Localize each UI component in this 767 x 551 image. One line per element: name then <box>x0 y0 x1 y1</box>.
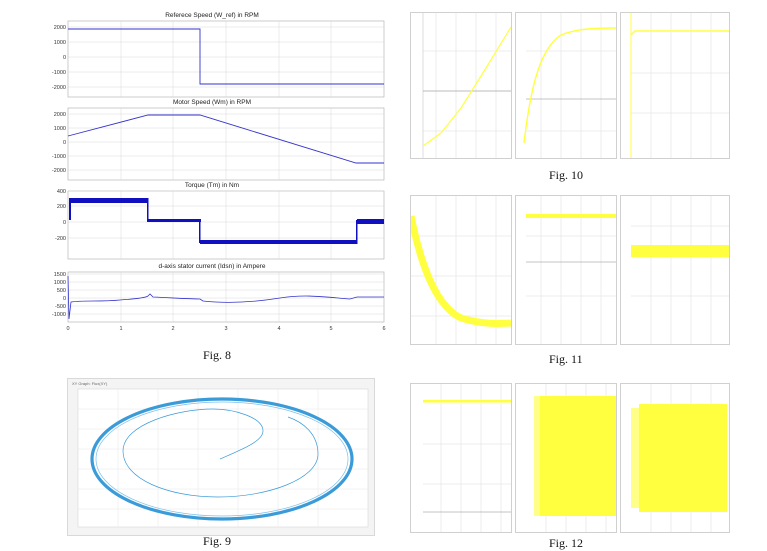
fig11-plot-2 <box>526 196 616 344</box>
panel2-grid <box>68 108 384 180</box>
fig11-caption: Fig. 11 <box>549 352 583 366</box>
panel2-ytick: -2000 <box>52 168 66 174</box>
panel3-ytick: 400 <box>57 189 66 195</box>
panel1-ytick: -2000 <box>52 85 66 91</box>
panel2-title: Motor Speed (Wm) in RPM <box>173 99 251 106</box>
fig10-caption: Fig. 10 <box>549 168 584 182</box>
fig12-caption: Fig. 12 <box>549 536 584 550</box>
x-tick: 1 <box>119 326 122 332</box>
fig9-header: XY Graph: Flux(XY) <box>72 381 108 386</box>
panel1-title: Referece Speed (W_ref) in RPM <box>165 12 259 19</box>
panel1-ytick: 1000 <box>54 40 66 46</box>
panel3-ytick: 200 <box>57 204 66 210</box>
fig11-scope-1 <box>410 195 512 345</box>
panel2-ytick: -1000 <box>52 154 66 160</box>
fig11-scope-3 <box>620 195 730 345</box>
x-tick: 2 <box>171 326 174 332</box>
panel1-grid <box>68 21 384 97</box>
fig10-scope-3 <box>620 12 730 159</box>
fig8-caption: Fig. 8 <box>203 348 232 362</box>
fig11-plot-1 <box>411 196 511 344</box>
x-tick: 5 <box>329 326 332 332</box>
panel4-ytick: -1000 <box>52 312 66 318</box>
panel2-trace <box>67 114 384 164</box>
x-tick: 3 <box>224 326 227 332</box>
x-tick: 0 <box>66 326 69 332</box>
fig9-caption: Fig. 9 <box>203 534 232 548</box>
panel4-trace <box>67 275 384 320</box>
panel3-ytick: 0 <box>63 220 66 226</box>
panel2-ytick: 0 <box>63 140 66 146</box>
x-tick: 6 <box>382 326 385 332</box>
panel4-grid <box>68 272 384 322</box>
panel2-ytick: 1000 <box>54 126 66 132</box>
panel3-trace <box>69 198 384 244</box>
panel3-grid <box>68 190 384 259</box>
fig12-scope-1 <box>410 383 512 533</box>
panel3-ytick: -200 <box>55 236 66 242</box>
fig8-plot: Referece Speed (W_ref) in RPM 2000 1000 … <box>52 12 386 332</box>
fig9-xy-graph: XY Graph: Flux(XY) <box>67 378 375 536</box>
panel1-ytick: 0 <box>63 55 66 61</box>
panel1-trace <box>68 28 384 85</box>
panel2-ytick: 2000 <box>54 112 66 118</box>
panel4-ytick: 500 <box>57 288 66 294</box>
panel4-title: d-axis stator current (Idsn) in Ampere <box>159 263 266 270</box>
fig10-scope-2 <box>515 12 617 159</box>
fig12-plot-3 <box>631 384 727 532</box>
panel4-ytick: -500 <box>55 304 66 310</box>
panel3-title: Torque (Tm) in Nm <box>185 182 239 189</box>
fig12-scope-2 <box>515 383 617 533</box>
fig10-scope-1 <box>410 12 512 159</box>
x-tick: 4 <box>277 326 280 332</box>
fig9-plot <box>77 388 369 528</box>
fig12-plot-1 <box>423 384 511 532</box>
fig12-scope-3 <box>620 383 730 533</box>
fig8-scope-stack: Referece Speed (W_ref) in RPM 2000 1000 … <box>40 6 390 334</box>
panel1-ytick: -1000 <box>52 70 66 76</box>
panel4-ytick: 1000 <box>54 280 66 286</box>
fig10-plot-1 <box>422 13 511 158</box>
panel4-ytick: 1500 <box>54 272 66 278</box>
fig11-scope-2 <box>515 195 617 345</box>
fig11-plot-3 <box>631 196 729 344</box>
panel1-ytick: 2000 <box>54 25 66 31</box>
panel4-ytick: 0 <box>63 296 66 302</box>
fig12-plot-2 <box>534 384 616 532</box>
fig10-plot-2 <box>523 13 616 158</box>
fig10-plot-3 <box>630 13 729 158</box>
